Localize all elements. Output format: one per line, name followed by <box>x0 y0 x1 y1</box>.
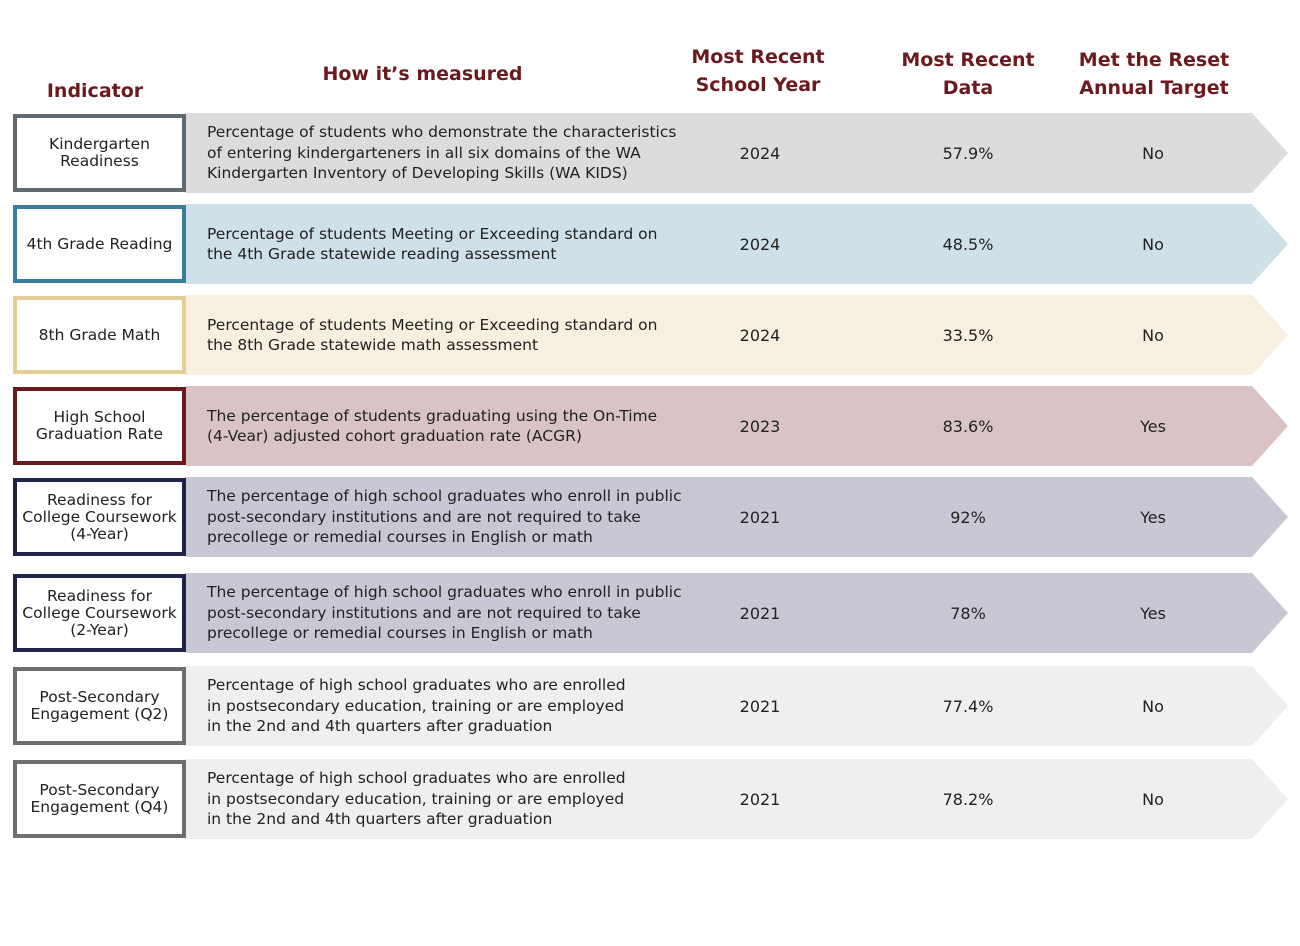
table-row: Post-Secondary Engagement (Q2) Percentag… <box>0 666 1300 746</box>
indicator-box: High School Graduation Rate <box>13 387 186 465</box>
table-row: 4th Grade Reading Percentage of students… <box>0 204 1300 284</box>
measure-description: Percentage of high school graduates who … <box>207 676 626 736</box>
recent-data: 92% <box>950 507 986 527</box>
met-target: No <box>1142 325 1164 345</box>
measure-description: Percentage of high school graduates who … <box>207 769 626 829</box>
table-row: Readiness for College Coursework (4-Year… <box>0 477 1300 557</box>
recent-data: 78% <box>950 603 986 623</box>
recent-data: 48.5% <box>942 234 994 254</box>
header-most-recent-data: Most Recent Data <box>901 49 1035 99</box>
row-band <box>185 295 1288 375</box>
row-band <box>185 477 1288 557</box>
recent-data: 78.2% <box>942 789 994 809</box>
school-year: 2021 <box>739 603 781 623</box>
met-target: Yes <box>1140 507 1166 527</box>
row-band <box>185 386 1288 466</box>
indicator-box: Readiness for College Coursework (2-Year… <box>13 574 186 652</box>
indicator-box: Kindergarten Readiness <box>13 114 186 192</box>
school-year: 2023 <box>739 416 781 436</box>
school-year: 2024 <box>739 234 781 254</box>
measure-description: The percentage of students graduating us… <box>207 406 658 446</box>
met-target: Yes <box>1140 416 1166 436</box>
table-row: Readiness for College Coursework (2-Year… <box>0 573 1300 653</box>
table-row: Post-Secondary Engagement (Q4) Percentag… <box>0 759 1300 839</box>
met-target: No <box>1142 143 1164 163</box>
header-indicator: Indicator <box>46 80 144 102</box>
row-band <box>185 204 1288 284</box>
header-met-reset-annual-target: Met the Reset Annual Target <box>1078 49 1230 99</box>
recent-data: 77.4% <box>942 696 994 716</box>
recent-data: 57.9% <box>942 143 994 163</box>
indicator-box: 8th Grade Math <box>13 296 186 374</box>
measure-description: Percentage of students Meeting or Exceed… <box>207 224 658 264</box>
row-band <box>185 666 1288 746</box>
measure-description: Percentage of students who demonstrate t… <box>207 123 677 183</box>
school-year: 2021 <box>739 696 781 716</box>
row-band <box>185 759 1288 839</box>
indicator-box: Post-Secondary Engagement (Q4) <box>13 760 186 838</box>
row-band <box>185 113 1288 193</box>
met-target: No <box>1142 696 1164 716</box>
school-year: 2024 <box>739 325 781 345</box>
header-most-recent-school-year: Most Recent School Year <box>691 46 825 96</box>
school-year: 2024 <box>739 143 781 163</box>
indicator-box: Readiness for College Coursework (4-Year… <box>13 478 186 556</box>
met-target: No <box>1142 789 1164 809</box>
indicator-box: Post-Secondary Engagement (Q2) <box>13 667 186 745</box>
measure-description: Percentage of students Meeting or Exceed… <box>207 315 658 355</box>
indicator-box: 4th Grade Reading <box>13 205 186 283</box>
recent-data: 83.6% <box>942 416 994 436</box>
measure-description: The percentage of high school graduates … <box>207 487 682 547</box>
measure-description: The percentage of high school graduates … <box>207 583 682 643</box>
school-year: 2021 <box>739 789 781 809</box>
met-target: Yes <box>1140 603 1166 623</box>
met-target: No <box>1142 234 1164 254</box>
row-band <box>185 573 1288 653</box>
table-row: Kindergarten Readiness Percentage of stu… <box>0 113 1300 193</box>
header-how-measured: How it’s measured <box>322 63 523 85</box>
school-year: 2021 <box>739 507 781 527</box>
table-row: High School Graduation Rate The percenta… <box>0 386 1300 466</box>
table-row: 8th Grade Math Percentage of students Me… <box>0 295 1300 375</box>
recent-data: 33.5% <box>942 325 994 345</box>
